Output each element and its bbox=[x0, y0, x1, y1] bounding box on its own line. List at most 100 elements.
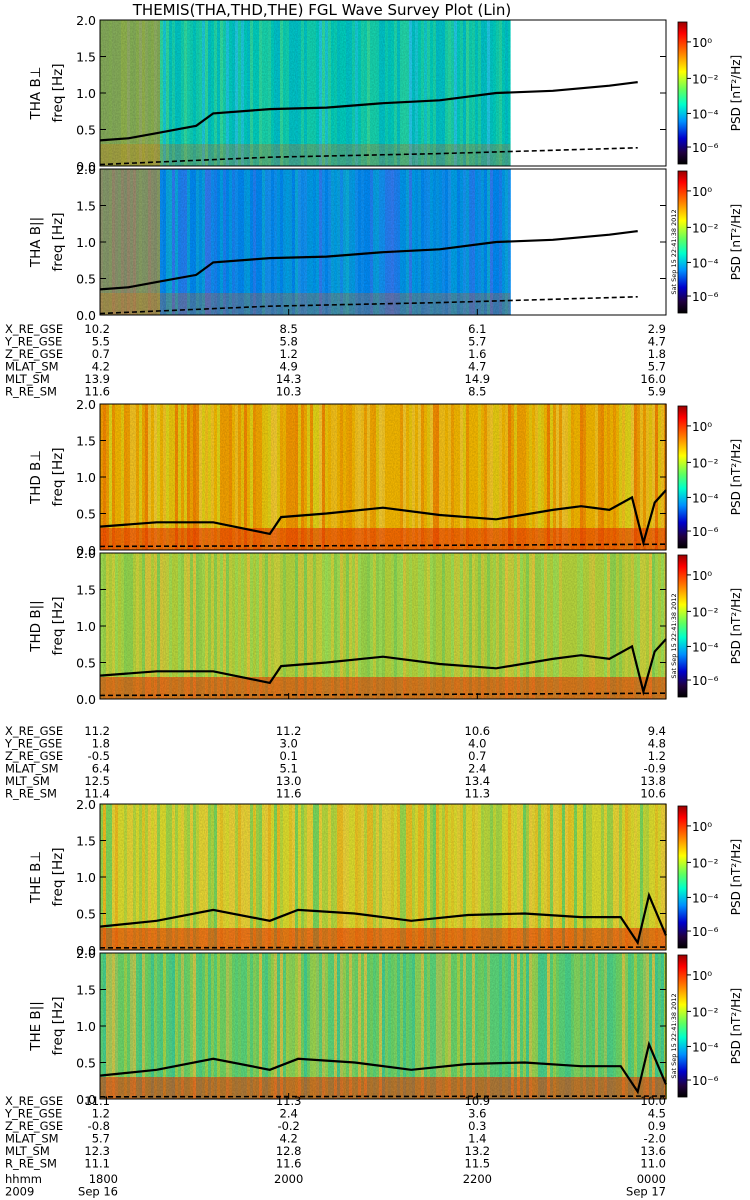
y-tick-label: 2.0 bbox=[76, 397, 96, 412]
ephemeris-value: 13.4 bbox=[465, 774, 491, 788]
ephemeris-value: 11.2 bbox=[276, 724, 302, 738]
y-tick-label: 1.5 bbox=[76, 834, 96, 849]
ephemeris-table: X_RE_GSE 11.1 11.3 10.9 10.0 Y_RE_GSE 1.2 2.4 3.… bbox=[4, 1094, 666, 1171]
colorbar-tick-label: 10⁰ bbox=[692, 569, 712, 583]
ephemeris-table: X_RE_GSE 11.2 11.2 10.6 9.4 Y_RE_GSE 1.8 3.0 4.0… bbox=[4, 724, 666, 801]
ephemeris-value: 0.7 bbox=[468, 749, 486, 763]
timestamp-stamp: Sat Sep 15 22:41:38 2012 bbox=[670, 209, 678, 294]
spectrogram-panel: 0.0 0.5 1.0 1.5 2.0 THE B⊥ freq [Hz] 10⁰ 10⁻² 10⁻… bbox=[28, 797, 743, 958]
upper-frequency-line bbox=[99, 1040, 668, 1095]
ephemeris-value: 11.3 bbox=[465, 787, 491, 801]
colorbar bbox=[677, 554, 688, 698]
ephemeris-value: 1.8 bbox=[92, 737, 110, 751]
ephemeris-value: 10.0 bbox=[640, 1094, 666, 1108]
panel-label: THA B|| bbox=[28, 217, 44, 268]
ephemeris-value: -0.8 bbox=[88, 1119, 110, 1133]
lower-frequency-line bbox=[99, 296, 638, 315]
ephemeris-value: 10.6 bbox=[465, 724, 491, 738]
ephemeris-value: 11.0 bbox=[640, 1157, 666, 1171]
freq-axis-label: freq [Hz] bbox=[50, 213, 66, 272]
ephemeris-value: 5.5 bbox=[92, 335, 110, 349]
y-tick-label: 0.5 bbox=[76, 907, 96, 922]
ephemeris-label: MLAT_SM bbox=[5, 1132, 59, 1146]
colorbar-tick-label: 10⁻² bbox=[692, 456, 719, 470]
ephemeris-label: X_RE_GSE bbox=[5, 1094, 63, 1108]
ephemeris-label: X_RE_GSE bbox=[5, 322, 63, 336]
colorbar-tick-label: 10⁻⁶ bbox=[692, 674, 719, 688]
ephemeris-value: 5.7 bbox=[648, 360, 666, 374]
spectrogram-noise bbox=[100, 804, 666, 950]
ephemeris-value: 8.5 bbox=[280, 322, 298, 336]
colorbar-tick-label: 10⁰ bbox=[692, 185, 712, 199]
y-tick-label: 1.5 bbox=[76, 50, 96, 65]
lower-frequency-line bbox=[99, 147, 638, 166]
lower-frequency-line bbox=[99, 543, 667, 548]
lower-frequency-line bbox=[99, 692, 667, 697]
ephemeris-value: 5.8 bbox=[280, 335, 298, 349]
y-tick-label: 1.0 bbox=[76, 870, 96, 885]
figure-title: THEMIS(THA,THD,THE) FGL Wave Survey Plot… bbox=[132, 1, 511, 19]
time-axis-label: hhmm bbox=[5, 1172, 42, 1186]
y-tick-label: 0.0 bbox=[76, 308, 96, 323]
ephemeris-value: 4.9 bbox=[280, 360, 298, 374]
ephemeris-value: 13.2 bbox=[465, 1144, 491, 1158]
y-tick-label: 1.5 bbox=[76, 983, 96, 998]
ephemeris-value: 11.4 bbox=[84, 787, 110, 801]
ephemeris-value: 4.8 bbox=[648, 737, 666, 751]
y-tick-label: 0.5 bbox=[76, 123, 96, 138]
ephemeris-value: 1.4 bbox=[468, 1132, 486, 1146]
freq-axis-label: freq [Hz] bbox=[50, 448, 66, 507]
time-axis: hhmm 1800 2000 2200 0000 2009 Sep 16 Sep 17 bbox=[5, 1172, 666, 1199]
ephemeris-value: 11.5 bbox=[465, 1157, 491, 1171]
colorbar-tick-label: 10⁻⁶ bbox=[692, 141, 719, 155]
y-tick-label: 1.0 bbox=[76, 619, 96, 634]
colorbar-tick-label: 10⁻² bbox=[692, 72, 719, 86]
ephemeris-value: 10.9 bbox=[465, 1094, 491, 1108]
ephemeris-value: 12.8 bbox=[276, 1144, 302, 1158]
y-tick-label: 1.0 bbox=[76, 235, 96, 250]
ephemeris-label: X_RE_GSE bbox=[5, 724, 63, 738]
colorbar-label: PSD [nT²/Hz] bbox=[729, 839, 743, 915]
spectrogram-panel: 0.0 0.5 1.0 1.5 2.0 THD B⊥ freq [Hz] 10⁰ 10⁻² 10⁻… bbox=[28, 397, 743, 558]
timestamp-stamp: Sat Sep 15 22:41:38 2012 bbox=[670, 593, 678, 678]
ephemeris-value: 2.9 bbox=[648, 322, 666, 336]
ephemeris-label: R_RE_SM bbox=[5, 1157, 57, 1171]
ephemeris-value: 10.2 bbox=[84, 322, 110, 336]
ephemeris-label: R_RE_SM bbox=[5, 385, 57, 399]
colorbar-label: PSD [nT²/Hz] bbox=[729, 439, 743, 515]
time-axis-label: 2009 bbox=[5, 1185, 34, 1199]
y-tick-label: 0.5 bbox=[76, 272, 96, 287]
ephemeris-value: 0.3 bbox=[468, 1119, 486, 1133]
panel-label: THA B⊥ bbox=[28, 67, 44, 121]
ephemeris-value: 0.7 bbox=[92, 347, 110, 361]
y-tick-label: 2.0 bbox=[76, 946, 96, 961]
spectrogram-panel: 0.0 0.5 1.0 1.5 2.0 THE B|| freq [Hz] 10⁰ 10⁻² 10… bbox=[28, 946, 743, 1107]
ephemeris-label: Y_RE_GSE bbox=[4, 1107, 62, 1121]
probe-thd: 0.0 0.5 1.0 1.5 2.0 THD B⊥ freq [Hz] 10⁰ 10⁻² 10⁻… bbox=[4, 397, 743, 801]
colorbar-tick-label: 10⁻⁴ bbox=[692, 640, 719, 654]
y-tick-label: 0.5 bbox=[76, 507, 96, 522]
colorbar-tick-label: 10⁻⁴ bbox=[692, 1040, 719, 1054]
colorbar-label: PSD [nT²/Hz] bbox=[729, 204, 743, 280]
y-tick-label: 1.0 bbox=[76, 470, 96, 485]
freq-axis-label: freq [Hz] bbox=[50, 997, 66, 1056]
ephemeris-value: 5.9 bbox=[648, 385, 666, 399]
colorbar-tick-label: 10⁰ bbox=[692, 420, 712, 434]
spectrogram-noise bbox=[100, 404, 666, 550]
ephemeris-value: 5.1 bbox=[280, 762, 298, 776]
ephemeris-value: 11.6 bbox=[276, 787, 302, 801]
ephemeris-value: 11.1 bbox=[84, 1157, 110, 1171]
spectrogram-noise bbox=[100, 20, 511, 166]
ephemeris-label: MLAT_SM bbox=[5, 360, 59, 374]
colorbar-tick-label: 10⁻⁶ bbox=[692, 525, 719, 539]
colorbar-tick-label: 10⁻² bbox=[692, 1005, 719, 1019]
panel-label: THE B|| bbox=[28, 1001, 44, 1052]
ephemeris-value: 11.6 bbox=[84, 385, 110, 399]
time-axis-value: 2000 bbox=[274, 1172, 303, 1186]
ephemeris-label: Z_RE_GSE bbox=[5, 347, 63, 361]
colorbar-label: PSD [nT²/Hz] bbox=[729, 55, 743, 131]
ephemeris-value: -2.0 bbox=[644, 1132, 666, 1146]
ephemeris-value: 13.6 bbox=[640, 1144, 666, 1158]
y-tick-label: 1.5 bbox=[76, 434, 96, 449]
colorbar-tick-label: 10⁻² bbox=[692, 221, 719, 235]
